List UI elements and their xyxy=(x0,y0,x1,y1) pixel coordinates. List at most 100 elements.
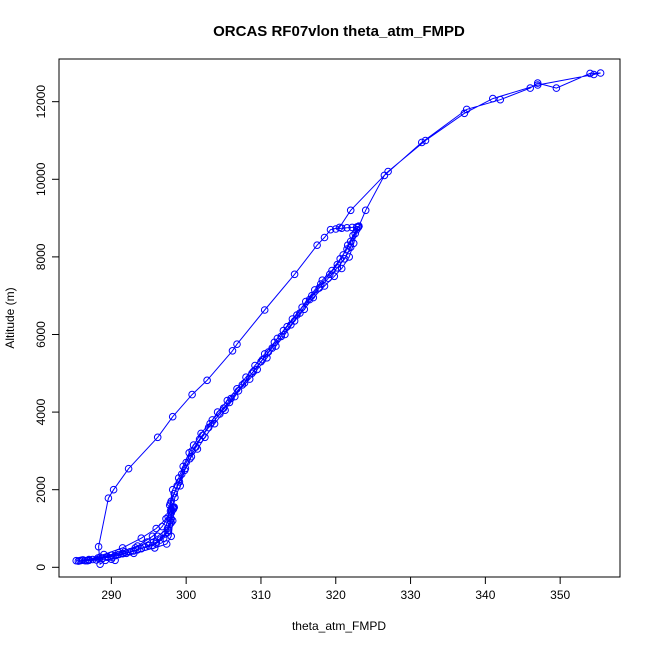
data-point xyxy=(167,532,175,541)
y-tick-label: 2000 xyxy=(34,476,48,503)
data-point xyxy=(290,270,299,279)
series-line xyxy=(87,507,175,562)
data-point xyxy=(332,225,340,233)
data-point xyxy=(233,340,241,349)
data-point xyxy=(238,381,247,389)
data-point xyxy=(533,81,542,89)
series-7 xyxy=(332,222,363,233)
data-point xyxy=(85,555,93,564)
y-tick-label: 4000 xyxy=(34,398,48,425)
data-point xyxy=(361,206,370,215)
data-point xyxy=(489,94,497,103)
y-axis: 0 2000 4000 6000 8000 10000 12000 xyxy=(34,85,59,571)
y-axis-label: Altitude (m) xyxy=(3,287,17,348)
data-point xyxy=(94,542,103,551)
data-point xyxy=(590,70,598,79)
data-point xyxy=(109,485,118,494)
data-point xyxy=(206,419,214,428)
data-point xyxy=(153,433,162,442)
x-tick-label: 290 xyxy=(101,588,121,602)
data-point xyxy=(188,390,196,399)
data-point xyxy=(210,419,219,428)
data-point xyxy=(317,280,325,288)
data-point xyxy=(421,136,430,145)
data-point xyxy=(83,556,92,565)
data-point xyxy=(533,79,542,87)
data-point xyxy=(343,224,351,232)
data-point xyxy=(187,452,196,461)
y-tick-label: 6000 xyxy=(34,321,48,348)
data-point xyxy=(249,367,258,376)
data-point xyxy=(170,503,178,512)
x-tick-label: 350 xyxy=(550,588,570,602)
series-2 xyxy=(79,222,363,564)
data-point xyxy=(107,555,116,564)
data-point xyxy=(586,69,594,78)
series-3 xyxy=(76,223,363,565)
data-point xyxy=(228,347,237,355)
x-tick-label: 340 xyxy=(475,588,495,602)
data-point xyxy=(268,344,277,352)
data-point xyxy=(148,532,157,541)
data-point xyxy=(296,309,304,317)
data-point xyxy=(231,392,239,401)
data-point xyxy=(225,398,234,407)
series-group xyxy=(72,69,605,569)
data-point xyxy=(162,515,170,523)
data-point xyxy=(258,355,267,364)
data-point xyxy=(152,524,160,533)
data-point xyxy=(234,387,243,395)
data-point xyxy=(346,243,355,251)
data-point xyxy=(168,516,177,525)
data-point xyxy=(170,489,178,498)
data-point xyxy=(326,225,335,234)
data-point xyxy=(340,254,349,263)
data-point xyxy=(526,84,535,92)
x-axis-label: theta_atm_FMPD xyxy=(292,619,386,633)
data-point xyxy=(315,284,324,292)
x-tick-label: 300 xyxy=(176,588,196,602)
data-point xyxy=(320,233,329,242)
x-tick-label: 330 xyxy=(401,588,421,602)
data-point xyxy=(346,206,355,215)
series-line xyxy=(79,226,359,562)
data-point xyxy=(418,138,426,147)
data-point xyxy=(336,254,345,263)
data-point xyxy=(104,494,113,503)
data-point xyxy=(305,295,314,304)
data-point xyxy=(203,376,211,385)
data-point xyxy=(181,464,190,473)
data-point xyxy=(337,224,346,232)
data-point xyxy=(100,550,108,559)
data-point xyxy=(337,264,346,273)
series-1 xyxy=(74,223,363,565)
data-point xyxy=(355,222,363,230)
data-point xyxy=(173,482,181,490)
data-point xyxy=(354,223,363,231)
data-point xyxy=(111,556,119,565)
data-point xyxy=(118,544,127,552)
chart-title: ORCAS RF07vlon theta_atm_FMPD xyxy=(213,23,465,40)
data-point xyxy=(260,306,269,314)
x-axis: 290 300 310 320 330 340 350 xyxy=(101,577,570,602)
data-point xyxy=(118,549,127,558)
series-0 xyxy=(72,69,605,569)
data-point xyxy=(462,105,471,114)
data-point xyxy=(552,84,561,92)
data-point xyxy=(195,435,204,444)
data-point xyxy=(326,270,334,279)
data-point xyxy=(137,534,146,543)
data-point xyxy=(324,274,333,283)
data-point xyxy=(193,445,202,453)
data-point xyxy=(150,544,159,552)
data-point xyxy=(166,516,175,525)
data-point xyxy=(162,540,171,548)
data-point xyxy=(240,379,249,387)
y-tick-label: 8000 xyxy=(34,243,48,270)
series-line xyxy=(76,72,601,566)
data-point xyxy=(221,406,229,415)
data-point xyxy=(77,556,86,565)
series-line xyxy=(82,226,359,561)
plot-frame xyxy=(58,58,621,578)
